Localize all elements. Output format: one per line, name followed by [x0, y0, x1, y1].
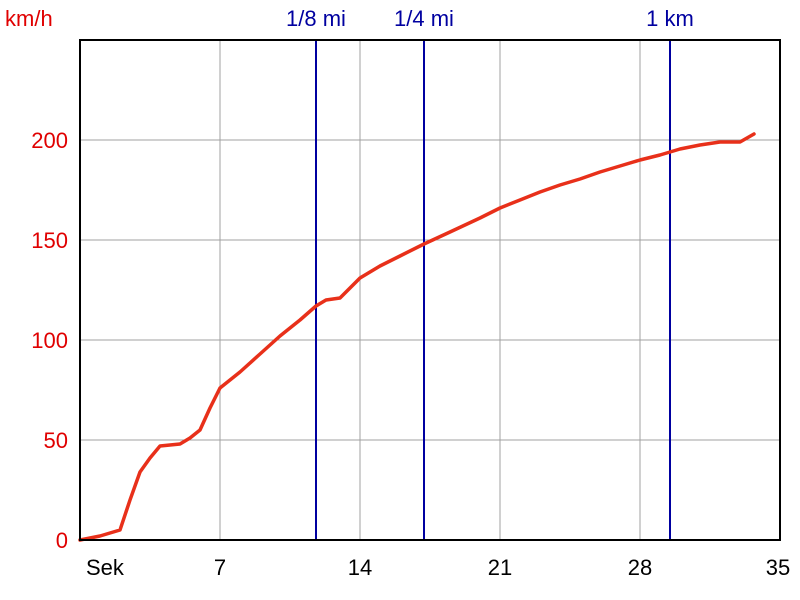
distance-marker-label: 1 km: [646, 6, 694, 31]
y-tick-labels: 0 50 100 150 200: [31, 128, 68, 553]
distance-markers: 1/8 mi 1/4 mi 1 km: [286, 6, 694, 540]
x-tick-label: 35: [766, 555, 790, 580]
series-layer: [78, 132, 756, 542]
y-tick-label: 100: [31, 328, 68, 353]
y-tick-label: 200: [31, 128, 68, 153]
x-tick-label: 14: [348, 555, 372, 580]
y-axis-label: km/h: [5, 6, 53, 31]
y-tick-label: 0: [56, 528, 68, 553]
grid: [80, 40, 780, 540]
distance-marker-label: 1/8 mi: [286, 6, 346, 31]
speed-series-line: [78, 132, 756, 542]
plot-frame: [79, 39, 781, 541]
x-tick-label: 28: [628, 555, 652, 580]
x-tick-label: 7: [214, 555, 226, 580]
y-tick-label: 150: [31, 228, 68, 253]
x-axis-label: Sek: [86, 555, 125, 580]
x-tick-label: 21: [488, 555, 512, 580]
y-tick-label: 50: [44, 428, 68, 453]
x-tick-labels: 7 14 21 28 35: [214, 555, 790, 580]
distance-marker-label: 1/4 mi: [394, 6, 454, 31]
